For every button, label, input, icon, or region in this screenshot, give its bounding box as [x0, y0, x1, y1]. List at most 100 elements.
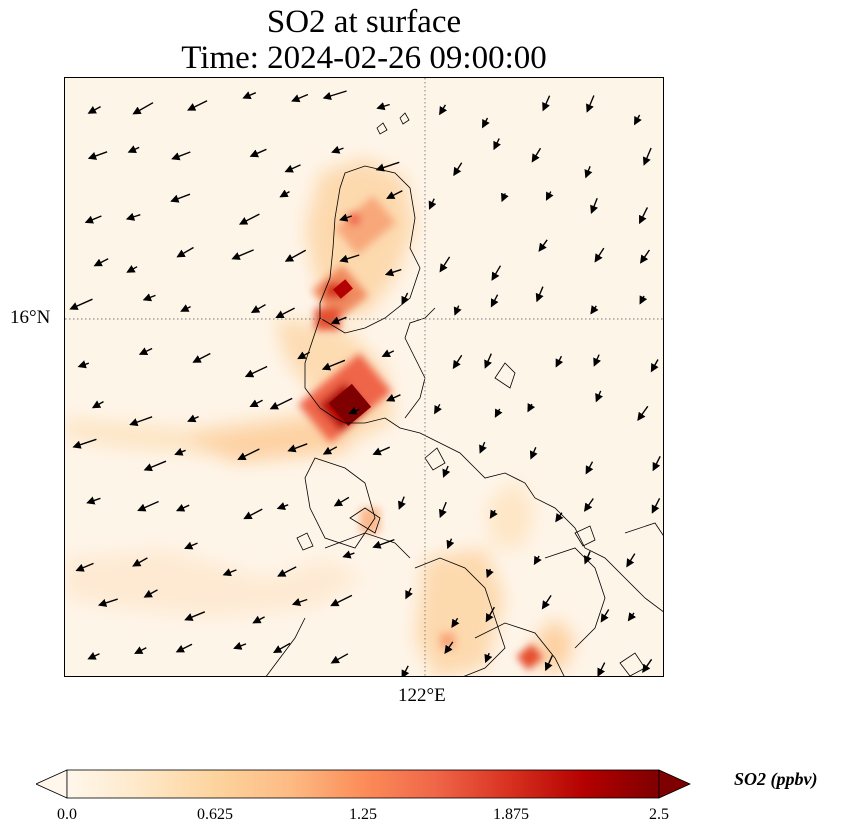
wind-arrow	[69, 298, 93, 310]
wind-arrow	[87, 151, 108, 160]
wind-arrow	[486, 568, 494, 579]
wind-arrow	[132, 557, 148, 567]
wind-vectors	[69, 90, 661, 676]
wind-arrow	[527, 403, 536, 413]
wind-arrow	[222, 568, 237, 577]
wind-arrow	[479, 441, 487, 454]
lon-tick-label: 122°E	[398, 685, 446, 706]
wind-arrow	[284, 249, 307, 262]
wind-arrow	[87, 652, 100, 660]
wind-arrow	[600, 609, 610, 623]
wind-arrow	[269, 397, 293, 410]
wind-arrow	[439, 104, 448, 116]
wind-arrow	[584, 166, 593, 179]
wind-arrow	[451, 617, 460, 628]
map-canvas	[65, 78, 663, 676]
wind-arrow	[97, 598, 118, 607]
wind-arrow	[545, 191, 554, 201]
wind-arrow	[342, 550, 355, 559]
wind-arrow	[637, 405, 649, 422]
wind-arrow	[585, 461, 594, 475]
wind-arrow	[170, 193, 191, 203]
wind-arrow	[595, 390, 603, 403]
wind-arrow	[583, 551, 592, 565]
wind-arrow	[322, 90, 347, 100]
wind-arrow	[175, 503, 190, 512]
wind-arrow	[129, 416, 153, 427]
wind-arrow	[484, 652, 493, 664]
wind-arrow	[535, 286, 544, 303]
wind-arrow	[284, 164, 301, 173]
wind-arrow	[401, 665, 410, 676]
wind-arrow	[333, 496, 350, 507]
wind-arrow	[590, 197, 598, 215]
map-time: Time: 2024-02-26 09:00:00	[181, 40, 547, 76]
wind-arrow	[138, 347, 153, 355]
wind-arrow	[439, 256, 451, 273]
wind-arrow	[594, 247, 605, 263]
wind-arrow	[176, 246, 194, 258]
wind-arrow	[590, 305, 599, 315]
wind-arrow	[452, 354, 463, 370]
wind-arrow	[291, 93, 309, 103]
wind-arrow	[444, 641, 454, 655]
so2-plume-layer	[65, 158, 575, 676]
wind-arrow	[490, 294, 499, 308]
wind-arrow	[555, 355, 564, 368]
wind-arrow	[555, 512, 564, 523]
wind-arrow	[132, 102, 154, 115]
wind-arrow	[453, 162, 463, 177]
wind-arrow	[372, 538, 395, 549]
wind-arrow	[529, 447, 538, 460]
wind-arrow	[86, 496, 101, 505]
so2-peak-cells	[328, 279, 372, 427]
wind-arrow	[398, 496, 406, 510]
colorbar-gradient	[66, 769, 660, 799]
wind-arrow	[238, 213, 260, 225]
wind-arrow	[642, 658, 653, 673]
wind-arrow	[330, 594, 353, 607]
wind-arrow	[93, 258, 109, 267]
wind-arrow	[538, 239, 548, 252]
wind-arrow	[386, 393, 401, 402]
wind-arrow	[174, 447, 186, 456]
wind-arrow	[126, 265, 138, 273]
wind-arrow	[77, 360, 90, 369]
wind-arrow	[384, 268, 402, 277]
wind-arrow	[231, 249, 254, 260]
wind-arrow	[541, 595, 552, 610]
wind-arrow	[125, 212, 141, 221]
wind-arrow	[127, 145, 140, 153]
wind-arrow	[386, 190, 403, 199]
wind-arrow	[272, 642, 291, 653]
wind-arrow	[434, 403, 442, 415]
wind-arrow	[175, 643, 193, 653]
wind-arrow	[84, 215, 102, 224]
wind-arrow	[330, 316, 347, 325]
wind-arrow	[252, 615, 265, 624]
wind-arrow	[250, 303, 266, 313]
colorbar-label: SO2 (ppbv)	[734, 769, 818, 789]
wind-arrow	[277, 566, 297, 577]
wind-arrow	[651, 497, 661, 514]
colorbar-tick: 0.0	[57, 806, 77, 823]
wind-arrow	[501, 192, 509, 203]
wind-arrow	[249, 148, 267, 158]
wind-arrow	[453, 305, 462, 316]
wind-arrow	[634, 114, 642, 126]
wind-arrow	[494, 408, 503, 418]
wind-arrow	[321, 359, 346, 371]
wind-arrow	[184, 611, 206, 621]
wind-arrow	[72, 438, 97, 449]
wind-arrow	[233, 641, 247, 650]
wind-arrow	[137, 500, 159, 512]
wind-arrow	[143, 460, 167, 472]
wind-arrow	[143, 589, 158, 598]
wind-arrow	[489, 509, 498, 519]
gridlines	[65, 78, 663, 676]
wind-arrow	[442, 465, 451, 478]
wind-arrow	[330, 653, 349, 664]
map-panel	[64, 77, 664, 677]
wind-arrow	[484, 353, 492, 369]
colorbar-min-extend	[36, 769, 68, 799]
